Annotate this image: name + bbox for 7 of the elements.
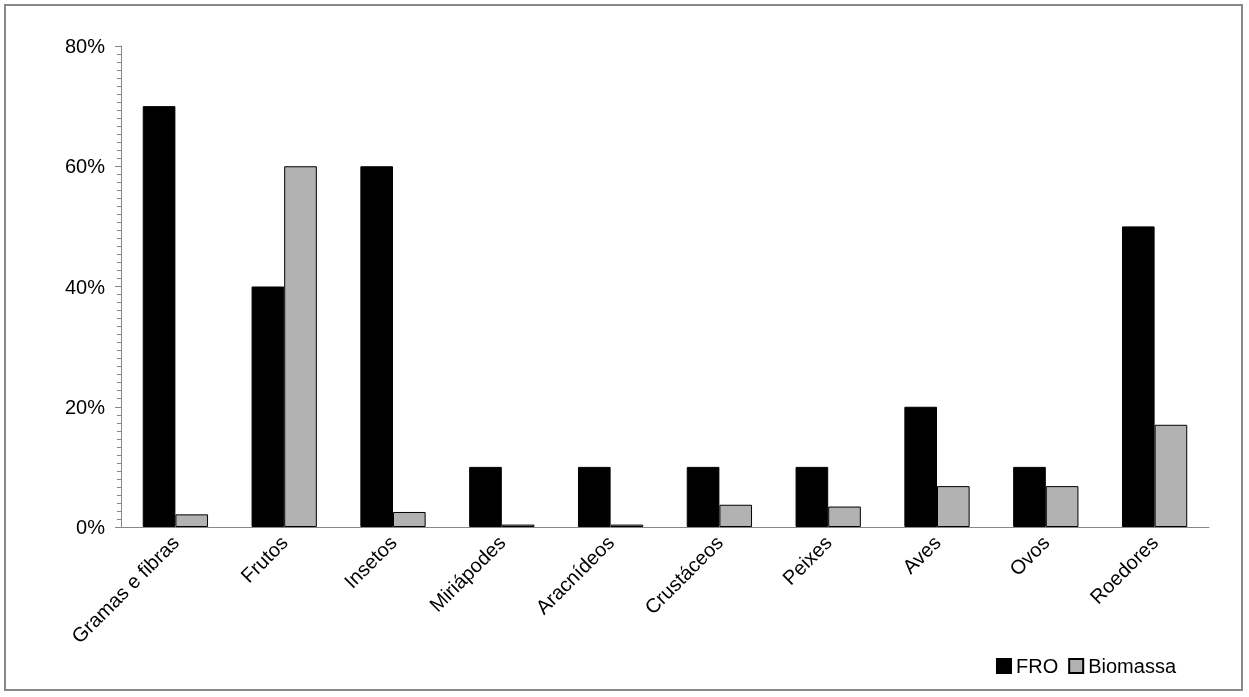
y-tick-label: 20% <box>64 395 106 418</box>
legend-label: Biomassa <box>1088 655 1177 677</box>
y-tick-label: 60% <box>64 155 106 178</box>
y-tick-label: 0% <box>76 516 106 538</box>
y-tick-label: 40% <box>64 275 106 298</box>
y-tick-label: 80% <box>64 35 106 57</box>
legend-label: FRO <box>1015 655 1059 677</box>
